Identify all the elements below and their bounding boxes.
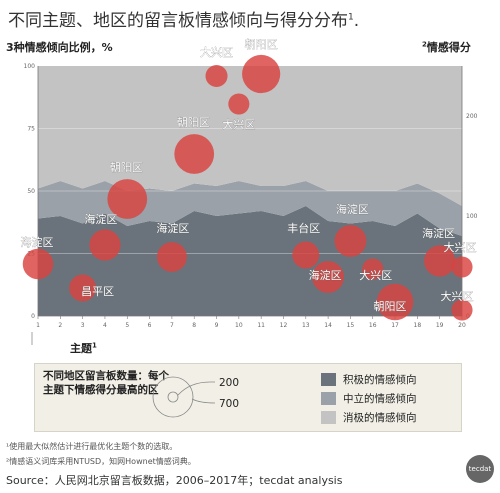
footnote-2: ²情感语义词库采用NTUSD，知网Hownet情感词典。 [6, 457, 196, 466]
x-tick-label-4: 5 [125, 322, 129, 329]
bubble-label-9: 丰台区 [287, 221, 320, 235]
bubble-label-6: 大兴区 [200, 45, 233, 59]
x-tick-label-3: 4 [103, 322, 107, 329]
x-axis-title: 主题1 [70, 340, 97, 356]
chart-title-footnote-mark: 1 [348, 12, 354, 23]
bubble-9 [292, 241, 320, 269]
x-tick-label-5: 6 [148, 322, 152, 329]
x-tick-label-1: 2 [58, 322, 62, 329]
x-tick-label-0: 1 [36, 322, 40, 329]
bubble-label-14: 海淀区 [422, 226, 455, 240]
bubble-10 [312, 261, 345, 293]
x-axis-title-text: 主题 [70, 342, 92, 355]
bubble-6 [205, 64, 228, 88]
bubble-14 [424, 245, 456, 277]
right-tick-label-2: 200 [466, 113, 478, 120]
bubble-label-10: 海淀区 [309, 268, 342, 282]
bubble-0 [22, 248, 54, 280]
chart-title-tail: . [353, 11, 360, 31]
bubble-label-1: 昌平区 [81, 285, 114, 298]
bubble-11 [334, 225, 367, 257]
legend-items: 积极的情感倾向 中立的情感倾向 消极的情感倾向 [321, 370, 417, 427]
x-tick-label-17: 18 [414, 322, 422, 329]
bubble-7 [228, 93, 250, 115]
x-tick-label-13: 14 [324, 322, 332, 329]
legend-swatch-neutral [321, 392, 336, 405]
x-axis-title-footnote-mark: 1 [92, 341, 97, 350]
bubble-2 [89, 229, 121, 261]
tecdat-logo: tecdat [466, 455, 494, 483]
bubble-label-0: 海淀区 [21, 235, 54, 249]
bubble-1 [69, 274, 97, 302]
bubble-13 [376, 283, 414, 321]
x-tick-label-15: 16 [369, 322, 377, 329]
legend-size-circle-large [152, 376, 194, 418]
legend-size-key: 200 700 [152, 376, 239, 418]
left-tick-label-4: 100 [24, 63, 36, 70]
bubble-label-3: 朝阳区 [110, 161, 143, 174]
legend-size-leader-large [191, 398, 216, 404]
legend-count-label: 不同地区留言板数量：每个主题下情感得分最高的区 [43, 370, 169, 396]
legend-item-negative: 消极的情感倾向 [321, 408, 417, 427]
right-axis-title-text: 情感得分 [426, 41, 471, 54]
chart-svg: 0255075100010020012345678910111213141516… [20, 38, 478, 345]
legend-label-negative: 消极的情感倾向 [343, 412, 417, 424]
source-note: Source：人民网北京留言板数据，2006–2017年；tecdat anal… [6, 474, 343, 487]
x-tick-label-9: 10 [235, 322, 243, 329]
left-tick-label-2: 50 [27, 188, 35, 195]
bubble-label-2: 海淀区 [84, 212, 117, 226]
bubble-3 [107, 179, 148, 219]
x-tick-label-16: 17 [391, 322, 399, 329]
x-tick-label-8: 9 [215, 322, 219, 329]
bubble-label-15: 大兴区 [441, 289, 474, 303]
left-axis-title: 3种情感倾向比例，% [6, 41, 113, 54]
legend-item-positive: 积极的情感倾向 [321, 370, 417, 389]
x-tick-label-11: 12 [280, 322, 288, 329]
legend-size-value-large: 700 [219, 398, 239, 410]
legend-swatch-negative [321, 411, 336, 424]
bubble-label-8: 朝阳区 [245, 38, 278, 51]
bubble-label-12: 大兴区 [359, 268, 392, 282]
area-layers [38, 66, 462, 316]
bubble-label-7: 大兴区 [222, 117, 255, 131]
bubble-label-5: 朝阳区 [177, 116, 210, 129]
bubble-5 [174, 134, 215, 174]
x-tick-label-12: 13 [302, 322, 310, 329]
x-tick-label-10: 11 [257, 322, 265, 329]
x-tick-label-14: 15 [347, 322, 355, 329]
bubbles [22, 54, 473, 321]
x-tick-label-18: 19 [436, 322, 444, 329]
right-axis-title-footnote-mark: 2 [422, 40, 427, 49]
bubble-15 [451, 299, 473, 321]
area-layer-3 [38, 66, 462, 206]
x-tick-label-19: 20 [458, 322, 466, 329]
legend: 不同地区留言板数量：每个主题下情感得分最高的区 200 700 积极的情感倾向 … [34, 363, 462, 432]
bubble-label-4: 海淀区 [156, 221, 189, 235]
bubble-4 [156, 242, 187, 272]
legend-size-value-small: 200 [219, 377, 239, 389]
legend-item-neutral: 中立的情感倾向 [321, 389, 417, 408]
bubble-12 [362, 258, 384, 280]
bubble-8 [242, 54, 281, 94]
bubble-label-11: 海淀区 [336, 202, 369, 216]
legend-size-leader-small [177, 381, 215, 396]
legend-size-circle-small [167, 391, 179, 403]
bubble-labels: 海淀区昌平区海淀区朝阳区海淀区朝阳区大兴区大兴区朝阳区丰台区海淀区海淀区大兴区朝… [20, 38, 477, 313]
x-tick-label-2: 3 [81, 322, 85, 329]
bubble-16 [451, 256, 473, 278]
right-tick-label-1: 100 [466, 213, 478, 220]
bubble-label-16: 大兴区 [444, 240, 477, 254]
bubble-label-13: 朝阳区 [374, 300, 407, 313]
right-axis-title: 2情感得分 [422, 39, 471, 55]
left-tick-label-0: 0 [31, 313, 35, 320]
legend-swatch-positive [321, 373, 336, 386]
x-tick-label-6: 7 [170, 322, 174, 329]
x-tick-label-7: 8 [192, 322, 196, 329]
chart-title-text: 不同主题、地区的留言板情感倾向与得分分布 [8, 11, 348, 31]
left-tick-label-3: 75 [27, 126, 35, 133]
chart-title: 不同主题、地区的留言板情感倾向与得分分布1. [8, 6, 359, 31]
legend-label-positive: 积极的情感倾向 [343, 374, 417, 386]
legend-label-neutral: 中立的情感倾向 [343, 393, 417, 405]
footnote-1: ¹使用最大似然估计进行最优化主题个数的选取。 [6, 442, 178, 451]
